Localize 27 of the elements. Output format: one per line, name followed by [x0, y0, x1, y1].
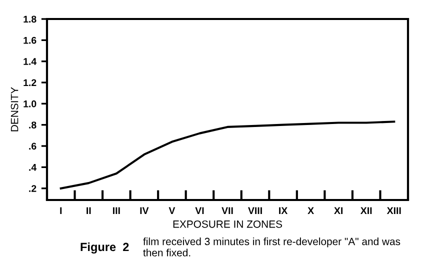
- caption: Figure 2: [80, 242, 129, 254]
- x-tick-label: VII: [222, 207, 233, 214]
- x-tick-label: X: [308, 207, 314, 214]
- y-tick-label: .8: [29, 122, 36, 128]
- x-tick-label: IV: [140, 207, 149, 214]
- y-axis-title: DENSITY: [10, 87, 18, 132]
- x-tick-label: IX: [279, 207, 288, 214]
- y-tick-label: 1.6: [24, 36, 36, 44]
- y-tick-label: 1.2: [24, 79, 36, 86]
- x-tick-label: XI: [334, 207, 343, 214]
- x-tick-label: XIII: [386, 207, 401, 214]
- y-tick-label: .4: [29, 164, 37, 171]
- text: film received 3 minutes in first re-developer "A" and was then fixed.: [143, 238, 400, 256]
- y-tick-label: 1.0: [24, 100, 36, 108]
- x-tick-label: II: [86, 207, 91, 214]
- x-tick-label: V: [168, 207, 176, 214]
- line-series: [60, 120, 396, 190]
- x-axis-title: EXPOSURE IN ZONES: [173, 220, 282, 228]
- x-tick-label: I: [60, 207, 62, 214]
- y-tick-label: .2: [29, 185, 36, 192]
- x-tick-label: VIII: [248, 207, 262, 214]
- y-tick-label: 1.4: [24, 58, 37, 65]
- x-tick-label: III: [113, 207, 120, 214]
- x-tick-label: XII: [360, 207, 372, 214]
- y-tick-label: 1.8: [24, 16, 36, 23]
- y-tick-label: .6: [29, 142, 36, 150]
- x-tick-label: VI: [195, 207, 204, 214]
